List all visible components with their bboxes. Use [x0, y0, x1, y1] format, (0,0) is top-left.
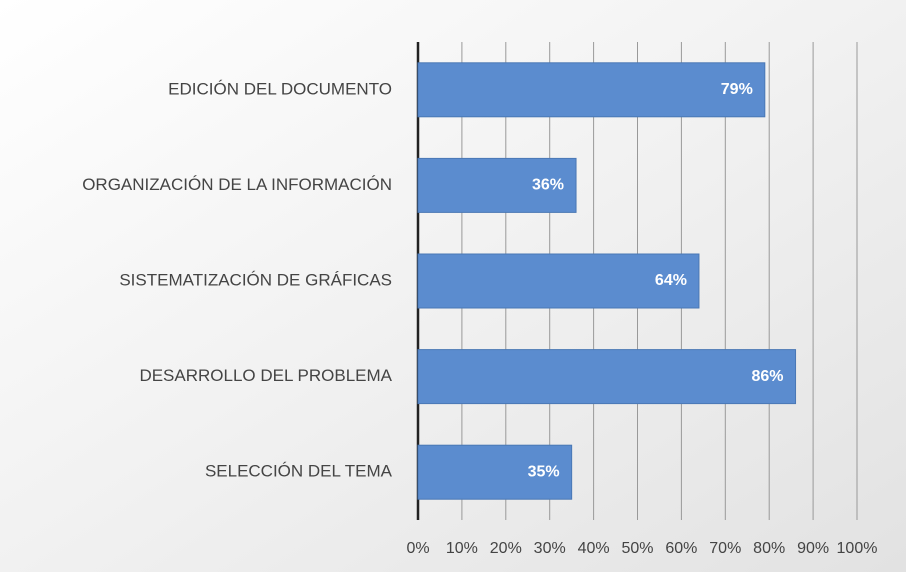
- bar: [417, 349, 797, 405]
- value-label: 79%: [721, 81, 753, 98]
- x-tick-label: 90%: [797, 540, 829, 557]
- value-label: 36%: [532, 177, 564, 194]
- y-tick-label: SELECCIÓN DEL TEMA: [205, 462, 393, 481]
- x-tick-label: 20%: [490, 540, 522, 557]
- x-tick-label: 10%: [446, 540, 478, 557]
- value-label: 64%: [655, 272, 687, 289]
- y-tick-label: DESARROLLO DEL PROBLEMA: [139, 366, 392, 385]
- y-tick-label: SISTEMATIZACIÓN DE GRÁFICAS: [119, 270, 392, 289]
- bar: [417, 157, 577, 213]
- y-tick-label: EDICIÓN DEL DOCUMENTO: [168, 79, 392, 98]
- bar: [417, 62, 766, 118]
- x-tick-label: 30%: [534, 540, 566, 557]
- x-tick-label: 70%: [709, 540, 741, 557]
- x-tick-label: 0%: [406, 540, 429, 557]
- x-tick-label: 50%: [621, 540, 653, 557]
- y-tick-label: ORGANIZACIÓN DE LA INFORMACIÓN: [82, 175, 392, 194]
- value-label: 86%: [752, 368, 784, 385]
- bar: [417, 444, 573, 500]
- x-tick-label: 60%: [665, 540, 697, 557]
- value-label: 35%: [528, 463, 560, 480]
- x-tick-label: 80%: [753, 540, 785, 557]
- bar: [417, 253, 700, 309]
- x-tick-label: 100%: [837, 540, 878, 557]
- x-tick-label: 40%: [578, 540, 610, 557]
